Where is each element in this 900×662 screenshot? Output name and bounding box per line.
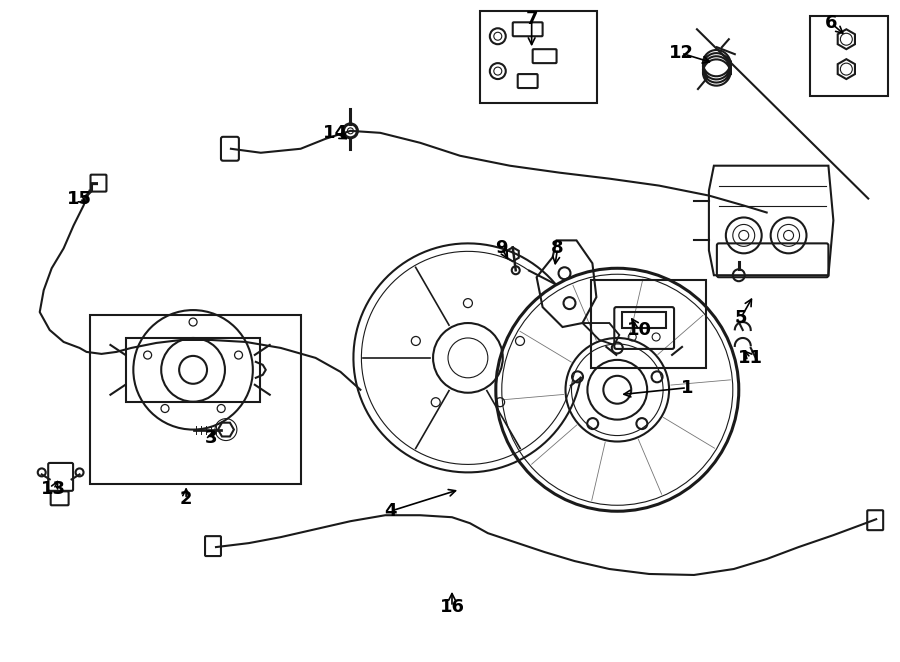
Text: 16: 16 — [439, 598, 464, 616]
Text: 1: 1 — [680, 379, 693, 397]
Text: 9: 9 — [496, 240, 508, 258]
Bar — [622, 312, 666, 328]
Text: 12: 12 — [669, 44, 694, 62]
Text: 6: 6 — [825, 15, 838, 32]
Text: 15: 15 — [68, 189, 92, 208]
Text: 8: 8 — [551, 240, 564, 258]
Bar — [89, 315, 301, 485]
Text: 4: 4 — [384, 502, 397, 520]
Text: 14: 14 — [323, 124, 348, 142]
Text: 10: 10 — [626, 321, 652, 339]
Text: 13: 13 — [41, 481, 67, 498]
Text: 3: 3 — [205, 428, 217, 447]
Bar — [591, 280, 706, 368]
Text: 7: 7 — [526, 11, 538, 28]
Text: 2: 2 — [180, 491, 193, 508]
Bar — [480, 11, 598, 103]
Bar — [811, 17, 888, 96]
Text: 5: 5 — [734, 309, 747, 327]
Text: 11: 11 — [738, 349, 763, 367]
